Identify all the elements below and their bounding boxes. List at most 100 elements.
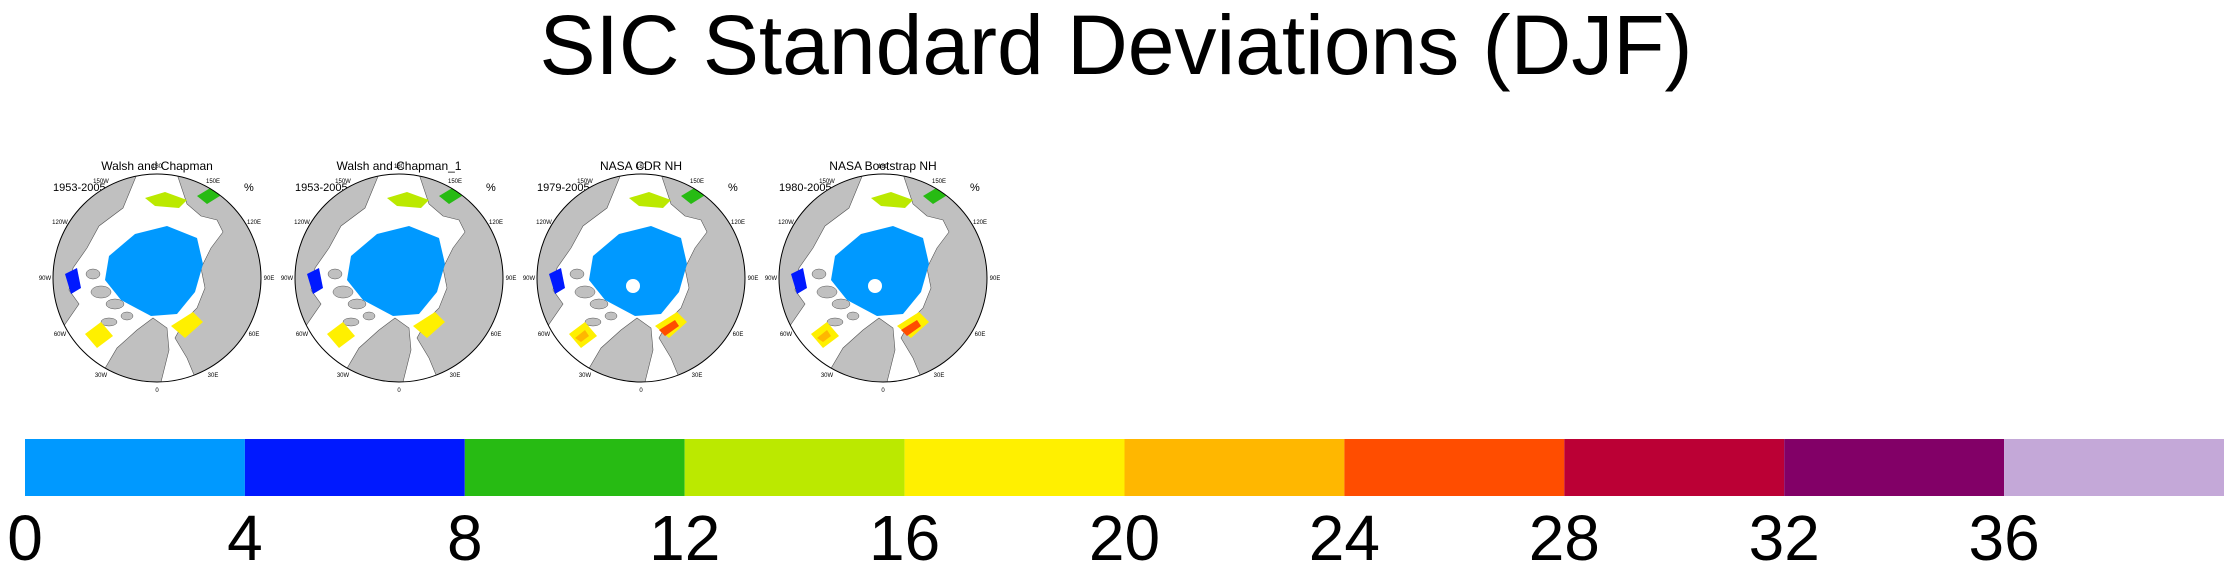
longitude-label: 60W — [780, 332, 793, 338]
longitude-label: 180 — [394, 164, 405, 170]
island-land — [362, 311, 376, 321]
colorbar-segment — [1344, 439, 1565, 496]
island-land — [100, 317, 118, 327]
island-land — [327, 268, 343, 280]
ice-std-band-4-8 — [65, 268, 81, 294]
ice-std-band-16-20 — [171, 312, 203, 338]
colorbar-segment — [244, 439, 465, 496]
ice-std-band-0-4 — [347, 226, 445, 316]
island-land — [826, 317, 844, 327]
longitude-label: 60W — [54, 332, 67, 338]
longitude-label: 150W — [577, 179, 593, 185]
ice-std-band-12-16 — [387, 192, 429, 208]
panel-period: 1979-2005 — [537, 182, 590, 194]
greenland-land — [96, 317, 170, 382]
longitude-label: 180 — [152, 164, 163, 170]
colorbar-tick-label: 24 — [1309, 502, 1380, 569]
longitude-label: 90E — [748, 276, 759, 282]
island-land — [574, 285, 596, 299]
longitude-label: 60E — [733, 332, 744, 338]
polar-map-panel: Walsh and Chapman_1 1953-2005 % 180 150W 150E… — [281, 159, 517, 394]
map-area — [295, 174, 503, 382]
island-land — [105, 298, 125, 310]
longitude-label: 150W — [93, 179, 109, 185]
longitude-label: 30E — [208, 373, 219, 379]
longitude-label: 90E — [506, 276, 517, 282]
map-area — [537, 174, 745, 382]
eurasia-land — [416, 174, 503, 382]
island-land — [604, 311, 618, 321]
longitude-label: 180 — [636, 164, 647, 170]
greenland-land — [338, 317, 412, 382]
longitude-label: 60E — [491, 332, 502, 338]
colorbar-tick-label: 32 — [1749, 502, 1820, 569]
colorbar-tick-label: 8 — [447, 502, 483, 569]
colorbar-tick-label: 0 — [7, 502, 43, 569]
colorbar-tick-label: 36 — [1969, 502, 2040, 569]
longitude-label: 120E — [489, 220, 503, 226]
island-land — [342, 317, 360, 327]
colorbar-segment — [464, 439, 685, 496]
island-land — [85, 268, 101, 280]
colorbar-segment — [1784, 439, 2005, 496]
longitude-label: 120W — [536, 220, 552, 226]
colorbar-segment — [1564, 439, 1785, 496]
map-area — [53, 174, 261, 382]
panel-unit-label: % — [970, 182, 980, 194]
longitude-label: 150E — [690, 179, 704, 185]
map-border — [536, 173, 746, 383]
longitude-label: 0 — [397, 388, 401, 394]
colorbar-segment — [684, 439, 905, 496]
ice-std-band-4-8 — [791, 268, 807, 294]
pole-hole — [868, 279, 882, 293]
ice-std-band-0-4 — [589, 226, 687, 316]
longitude-label: 150W — [819, 179, 835, 185]
island-land — [584, 317, 602, 327]
longitude-label: 120W — [52, 220, 68, 226]
longitude-label: 150E — [932, 179, 946, 185]
panel-period: 1980-2005 — [779, 182, 832, 194]
ice-std-band-24-28 — [659, 320, 679, 336]
map-panels: Walsh and Chapman 1953-2005 % 180 150W 150E 12… — [39, 159, 1000, 394]
longitude-label: 90W — [765, 276, 778, 282]
colorbar-tick-label: 4 — [227, 502, 263, 569]
panel-period: 1953-2005 — [53, 182, 106, 194]
island-land — [811, 268, 827, 280]
pole-hole — [626, 279, 640, 293]
longitude-label: 60W — [296, 332, 309, 338]
longitude-label: 0 — [881, 388, 885, 394]
longitude-label: 120W — [778, 220, 794, 226]
island-land — [120, 311, 134, 321]
panel-unit-label: % — [486, 182, 496, 194]
panel-unit-label: % — [244, 182, 254, 194]
map-area — [779, 174, 987, 382]
island-land — [569, 268, 585, 280]
ice-std-band-4-8 — [549, 268, 565, 294]
longitude-label: 150W — [335, 179, 351, 185]
ice-std-band-20-24 — [575, 330, 589, 342]
panel-title: Walsh and Chapman_1 — [337, 159, 462, 173]
map-border — [294, 173, 504, 383]
island-land — [816, 285, 838, 299]
longitude-label: 150E — [448, 179, 462, 185]
colorbar-segment — [25, 439, 245, 496]
polar-map-panel: NASA CDR NH 1979-2005 % 180 150W 150E 120W 120E… — [523, 159, 759, 394]
colorbar-tick-label: 16 — [869, 502, 940, 569]
ice-std-band-16-20 — [327, 322, 355, 348]
ice-std-band-20-24 — [817, 330, 831, 342]
ice-std-band-16-20 — [413, 312, 445, 338]
colorbar-segment — [1124, 439, 1345, 496]
greenland-land — [580, 317, 654, 382]
ice-std-band-24-28 — [901, 320, 921, 336]
eurasia-land — [658, 174, 745, 382]
island-land — [589, 298, 609, 310]
panel-title: NASA Bootstrap NH — [829, 159, 936, 173]
longitude-label: 60W — [538, 332, 551, 338]
eurasia-land — [900, 174, 987, 382]
colorbar-tick-label: 12 — [649, 502, 720, 569]
longitude-label: 120E — [973, 220, 987, 226]
longitude-label: 120E — [247, 220, 261, 226]
ice-std-band-12-16 — [145, 192, 187, 208]
colorbar-tick-label: 20 — [1089, 502, 1160, 569]
longitude-label: 30W — [579, 373, 592, 379]
